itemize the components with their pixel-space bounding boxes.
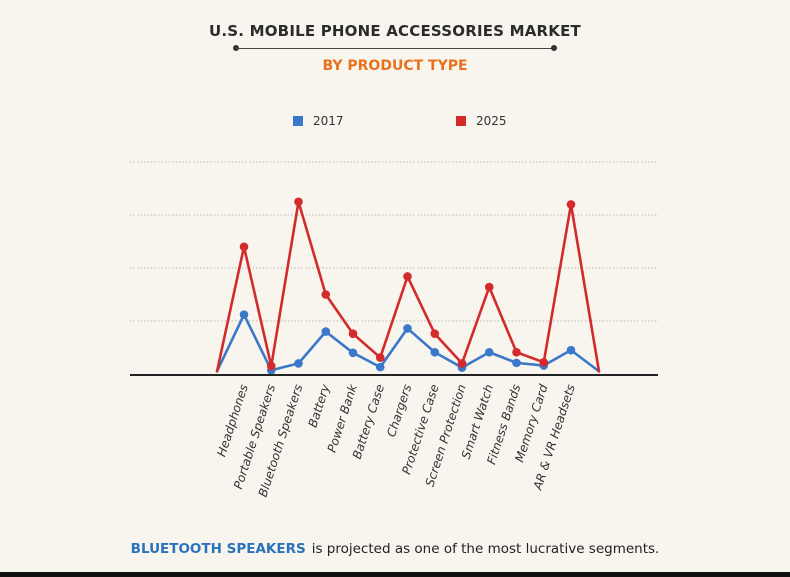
legend-swatch-2025 [456,116,466,126]
series-line-2025 [215,200,601,373]
bottom-bar [0,572,790,577]
legend-label-2017: 2017 [313,114,344,128]
x-tick-label: Chargers [384,383,414,439]
title-rule [236,48,554,49]
data-point-2017 [239,310,249,319]
data-point-2025 [321,290,331,299]
legend-swatch-2017 [293,116,303,126]
data-point-2025 [566,200,576,209]
data-point-2017 [321,327,331,336]
data-point-2025 [403,272,412,281]
data-point-2025 [457,359,467,368]
data-point-2025 [512,347,521,357]
data-point-2025 [484,282,494,292]
data-point-2025 [266,361,276,371]
data-point-2017 [512,358,521,368]
data-point-2017 [375,362,385,372]
data-point-2017 [403,324,412,333]
legend-label-2025: 2025 [476,114,507,128]
data-point-2025 [375,353,385,362]
data-point-2017 [430,347,440,357]
data-point-2017 [484,347,494,357]
data-point-2017 [348,348,358,358]
data-point-2025 [239,242,249,252]
data-point-2025 [430,329,440,339]
footer-text: is projected as one of the most lucrativ… [311,541,660,557]
footer-note: BLUETOOTH SPEAKERS is projected as one of… [0,541,790,557]
data-point-2025 [348,329,358,339]
data-point-2025 [539,358,549,367]
chart-title: U.S. MOBILE PHONE ACCESSORIES MARKET [209,22,581,40]
legend-item-2017: 2017 [293,114,344,128]
x-tick-label: Battery [306,382,333,429]
data-point-2017 [566,345,576,355]
data-point-2025 [294,197,303,207]
footer-highlight: BLUETOOTH SPEAKERS [130,541,306,557]
legend-item-2025: 2025 [456,114,507,128]
title-rule-right-dot [551,45,557,51]
chart-subtitle: BY PRODUCT TYPE [322,58,468,74]
data-point-2017 [294,359,303,368]
